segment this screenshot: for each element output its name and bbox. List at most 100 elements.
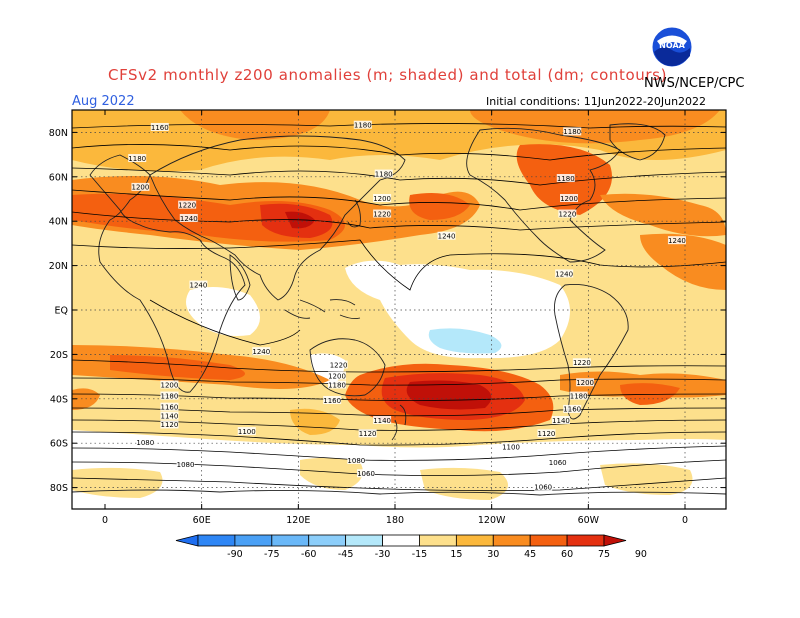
svg-text:1140: 1140 [552, 417, 570, 425]
contour-label: 1080 [347, 455, 366, 465]
svg-text:1200: 1200 [328, 372, 346, 380]
svg-text:1240: 1240 [180, 215, 198, 223]
colorbar-swatch [492, 534, 531, 547]
contour-label: 1160 [150, 122, 169, 132]
noaa-logo-icon: NOAA [651, 26, 693, 68]
contour-label: 1240 [555, 269, 574, 278]
svg-text:1180: 1180 [354, 122, 372, 130]
colorbar-tick-label: -30 [375, 549, 391, 560]
contour-label: 1100 [502, 442, 521, 451]
map-axes: 80N 60N 40N 20N EQ 20S 40S 60S 80S 0 60E 120E 180 120… [49, 110, 726, 526]
colorbar-swatch [234, 534, 273, 547]
lat-label: 40S [50, 394, 68, 405]
svg-text:1140: 1140 [161, 412, 179, 420]
contour-label: 1180 [328, 380, 347, 389]
svg-text:1140: 1140 [373, 417, 391, 425]
svg-text:1220: 1220 [330, 361, 348, 369]
svg-text:1080: 1080 [177, 461, 195, 469]
organization-label: NWS/NCEP/CPC [644, 76, 745, 91]
lat-label: 60S [50, 439, 68, 450]
contour-label: 1180 [563, 127, 582, 136]
lat-label: 40N [49, 217, 68, 228]
lat-label: 80S [50, 483, 68, 494]
contour-label: 1240 [189, 280, 208, 289]
svg-text:1060: 1060 [357, 470, 375, 478]
contour-label: 1180 [556, 174, 575, 183]
colorbar-swatch [382, 534, 420, 547]
svg-text:1240: 1240 [190, 281, 208, 289]
contour-label: 1240 [437, 231, 456, 241]
contour-label: 1220 [572, 358, 591, 367]
contour-label: 1120 [358, 429, 377, 438]
contour-label: 1180 [353, 120, 372, 130]
lon-label: 120E [286, 515, 310, 526]
svg-text:1060: 1060 [549, 459, 567, 467]
svg-text:1220: 1220 [558, 210, 576, 218]
svg-text:1200: 1200 [373, 195, 391, 203]
svg-text:1160: 1160 [323, 397, 341, 405]
contour-label: 1160 [160, 402, 179, 411]
lon-label: 0 [682, 515, 688, 526]
contour-label: 1160 [563, 404, 582, 414]
lat-label: EQ [55, 306, 68, 317]
colorbar-swatch [345, 534, 383, 547]
lat-label: 20S [50, 350, 68, 361]
svg-text:1120: 1120 [359, 430, 377, 438]
lon-label: 0 [102, 515, 108, 526]
colorbar-swatch [455, 534, 494, 547]
contour-label: 1200 [560, 194, 579, 203]
contour-label: 1200 [160, 380, 179, 389]
colorbar-swatch [197, 534, 236, 547]
svg-text:1240: 1240 [252, 348, 270, 356]
colorbar-swatch [419, 534, 457, 547]
contour-label: 1180 [160, 391, 179, 400]
svg-text:1200: 1200 [560, 195, 578, 203]
colorbar-arrow-left [175, 534, 199, 547]
svg-text:1180: 1180 [328, 381, 346, 389]
svg-text:1180: 1180 [570, 392, 588, 400]
contour-label: 1240 [667, 236, 686, 245]
svg-text:1180: 1180 [557, 175, 575, 183]
colorbar-tick-label: 90 [635, 549, 647, 560]
svg-text:1200: 1200 [161, 381, 179, 389]
contour-label: 1060 [357, 469, 376, 478]
svg-text:1080: 1080 [347, 457, 365, 465]
svg-text:1060: 1060 [534, 483, 552, 491]
svg-text:1160: 1160 [161, 403, 179, 411]
colorbar-tick-label: 15 [450, 549, 462, 560]
svg-text:1180: 1180 [563, 128, 581, 136]
contour-label: 1160 [323, 396, 342, 405]
colorbar-swatch [566, 534, 605, 547]
svg-text:1240: 1240 [668, 237, 686, 245]
svg-text:1200: 1200 [132, 184, 150, 192]
contour-label: 1180 [569, 391, 588, 400]
colorbar-tick-label: -60 [301, 549, 317, 560]
colorbar-tick-label: -75 [264, 549, 280, 560]
lon-label: 120W [478, 515, 506, 526]
contour-label: 1220 [329, 360, 348, 369]
colorbar-tick-label: -15 [412, 549, 428, 560]
contour-label: 1060 [534, 482, 553, 491]
svg-text:1100: 1100 [502, 443, 520, 451]
initial-conditions: Initial conditions: 11Jun2022-20Jun2022 [486, 95, 707, 108]
svg-text:1100: 1100 [238, 428, 256, 436]
logo-text: NOAA [659, 41, 685, 50]
svg-text:1220: 1220 [573, 359, 591, 367]
colorbar-tick-label: 75 [598, 549, 610, 560]
colorbar-swatch [529, 534, 568, 547]
contour-label: 1140 [160, 411, 179, 420]
colorbar-swatch [308, 534, 347, 547]
contour-label: 1140 [551, 416, 570, 425]
lon-label: 180 [386, 515, 404, 526]
svg-text:1240: 1240 [438, 233, 456, 241]
contour-label: 1240 [179, 213, 198, 223]
lat-label: 60N [49, 172, 68, 183]
lat-label: 80N [49, 128, 68, 139]
svg-text:1180: 1180 [375, 170, 393, 178]
colorbar-tick-label: -45 [338, 549, 354, 560]
contour-label: 1080 [176, 460, 195, 469]
contour-label: 1200 [373, 194, 392, 203]
chart-title: CFSv2 monthly z200 anomalies (m; shaded)… [108, 66, 668, 84]
colorbar-tick-label: -90 [227, 549, 243, 560]
